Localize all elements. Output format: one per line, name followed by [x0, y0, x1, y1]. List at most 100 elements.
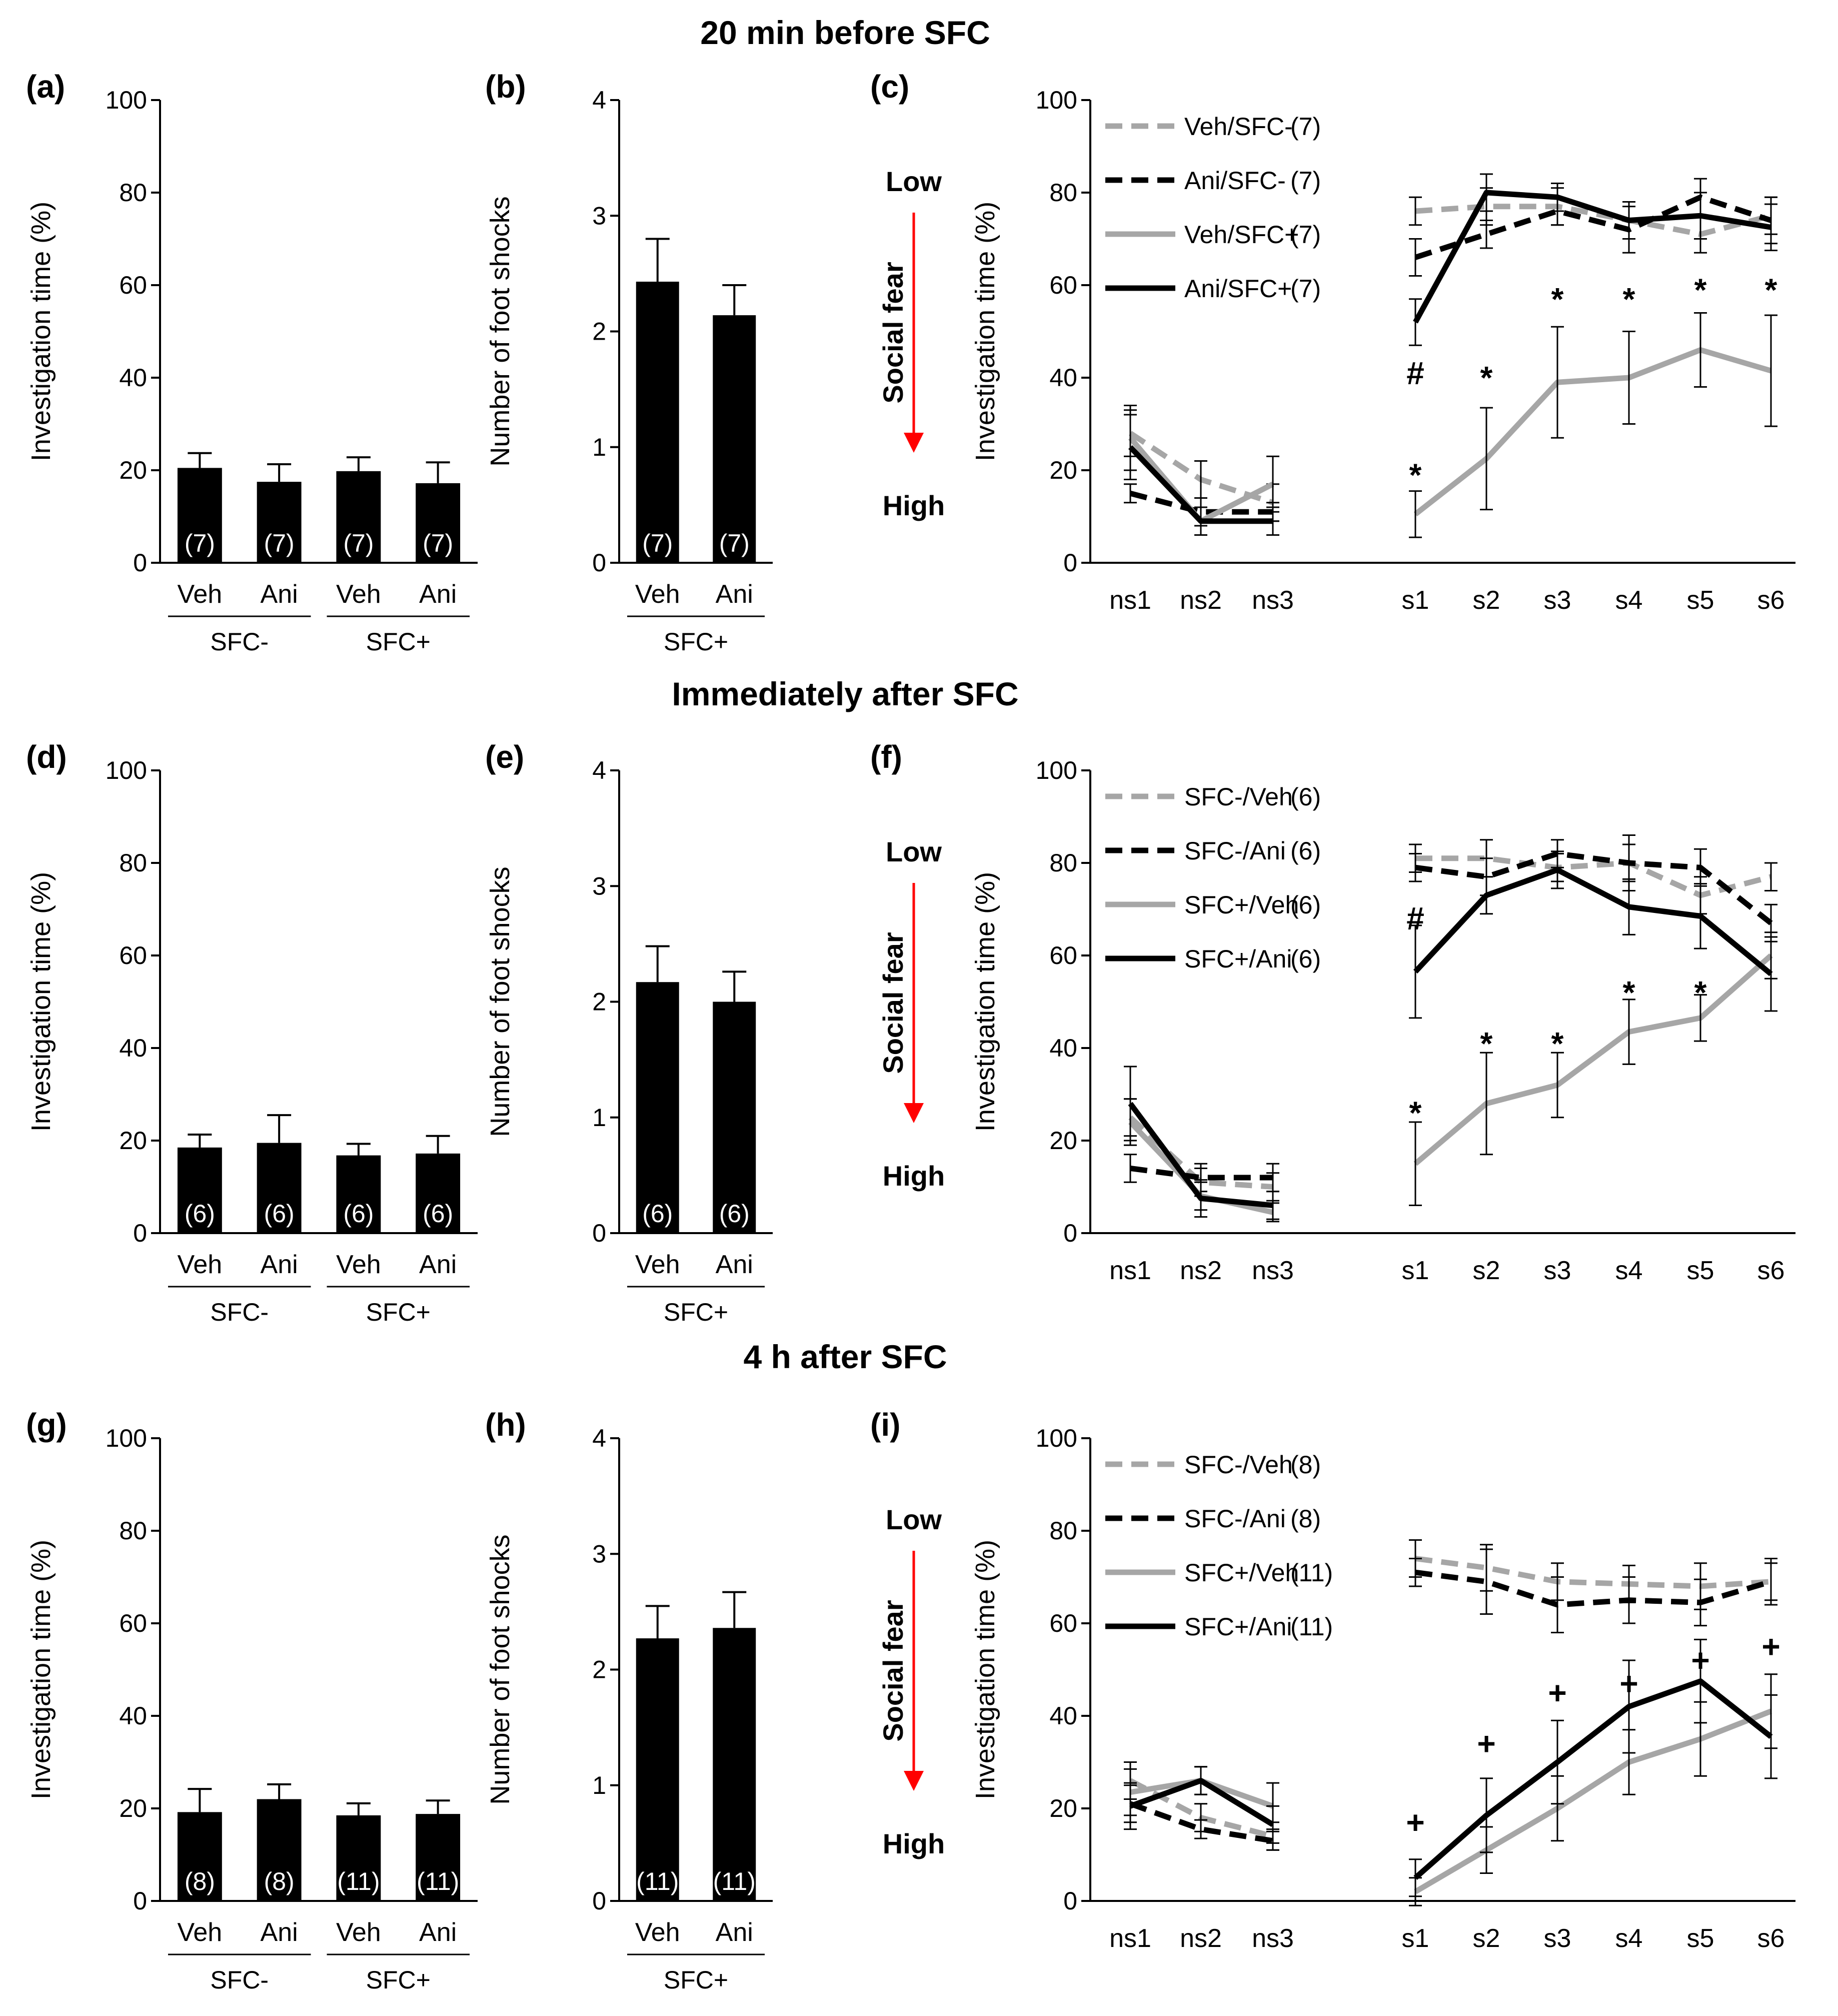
- g-category-label: Ani: [419, 1918, 457, 1947]
- e-ylabel: Number of foot shocks: [485, 866, 515, 1137]
- a-bar: [336, 471, 381, 563]
- i-ytick-label: 20: [1049, 1794, 1077, 1822]
- c-ytick-label: 0: [1063, 549, 1077, 577]
- a-ytick-label: 0: [133, 549, 147, 577]
- e-ytick-label: 3: [592, 872, 606, 900]
- i-series-line: [1414, 1708, 1772, 1894]
- e-n-label: (6): [642, 1200, 673, 1228]
- a-category-label: Ani: [261, 580, 298, 609]
- f-ytick-label: 100: [1036, 756, 1077, 784]
- c-x-tick-label: ns2: [1180, 586, 1222, 615]
- a-bar: [257, 482, 302, 563]
- h-n-label: (11): [713, 1867, 756, 1895]
- c-series-line: [1415, 204, 1772, 237]
- h-bar: [636, 1638, 679, 1901]
- i-legend-n: (8): [1290, 1451, 1321, 1479]
- i-ylabel: Investigation time (%): [970, 1540, 1000, 1799]
- f-ytick-label: 80: [1049, 849, 1077, 877]
- a-ytick-label: 60: [119, 271, 147, 299]
- c-legend-n: (7): [1290, 167, 1321, 195]
- f-series-line: [1413, 953, 1773, 1166]
- c-fear-title: Social fear: [877, 262, 909, 403]
- f-significance-mark: *: [1409, 1095, 1422, 1131]
- i-ytick-label: 100: [1036, 1424, 1077, 1452]
- i-legend-n: (8): [1290, 1505, 1321, 1533]
- e-ytick-label: 4: [592, 756, 606, 784]
- c-x-tick-label: s4: [1615, 586, 1643, 615]
- i-significance-mark: +: [1548, 1675, 1566, 1711]
- g-n-label: (11): [417, 1867, 459, 1895]
- c-x-tick-label: s1: [1402, 586, 1429, 615]
- a-ytick-label: 20: [119, 456, 147, 484]
- a-ytick-label: 80: [119, 179, 147, 207]
- panel-h: 0 1 2 3 4 Number of foot shocks (h) (11) Veh (11)…: [485, 1407, 773, 1994]
- e-category-label: Ani: [716, 1250, 753, 1279]
- g-n-label: (8): [185, 1867, 215, 1895]
- i-legend-n: (11): [1290, 1559, 1333, 1587]
- g-bar: [336, 1815, 381, 1901]
- g-n-label: (8): [264, 1867, 295, 1895]
- e-n-label: (6): [719, 1200, 750, 1228]
- c-series-line: [1129, 490, 1273, 515]
- a-category-label: Veh: [178, 580, 223, 609]
- i-x-tick-label: s4: [1615, 1924, 1643, 1953]
- i-legend-n: (11): [1290, 1613, 1333, 1641]
- panel-f: 0 20 40 60 80 100 Investigation time (%) (f) ns1…: [870, 739, 1795, 1285]
- d-category-label: Veh: [336, 1250, 381, 1279]
- d-bar: [336, 1155, 381, 1233]
- f-series-line: [1130, 1166, 1273, 1181]
- e-ytick-label: 0: [592, 1219, 606, 1247]
- c-x-tick-label: s6: [1757, 586, 1785, 615]
- f-x-tick-label: ns2: [1180, 1256, 1222, 1285]
- a-group-label: SFC+: [366, 628, 431, 656]
- f-significance-mark: *: [1694, 974, 1707, 1011]
- d-n-label: (6): [423, 1200, 453, 1228]
- panel-g: 0 20 40 60 80 100 Investigation time (%) (g) (8)…: [26, 1407, 478, 1994]
- f-x-tick-label: ns3: [1252, 1256, 1294, 1285]
- i-significance-mark: +: [1619, 1665, 1638, 1701]
- f-x-tick-label: s6: [1757, 1256, 1785, 1285]
- i-ytick-label: 60: [1049, 1609, 1077, 1637]
- f-fear-title: Social fear: [877, 932, 909, 1074]
- f-legend-label: SFC-/Veh: [1184, 783, 1293, 811]
- c-significance-mark: *: [1409, 457, 1422, 493]
- a-ytick-label: 40: [119, 364, 147, 392]
- d-category-label: Ani: [419, 1250, 457, 1279]
- c-x-tick-label: ns3: [1252, 586, 1294, 615]
- c-fear-high: High: [883, 490, 945, 521]
- f-ytick-label: 0: [1063, 1219, 1077, 1247]
- a-category-label: Veh: [336, 580, 381, 609]
- f-legend-n: (6): [1290, 891, 1321, 919]
- a-category-label: Ani: [419, 580, 457, 609]
- a-ylabel: Investigation time (%): [26, 202, 56, 461]
- g-category-label: Veh: [178, 1918, 223, 1947]
- h-ylabel: Number of foot shocks: [485, 1534, 515, 1804]
- h-group-label: SFC+: [664, 1966, 728, 1994]
- i-ytick-label: 40: [1049, 1702, 1077, 1730]
- f-legend-n: (6): [1290, 837, 1321, 865]
- e-panel-label: (e): [485, 739, 524, 775]
- i-fear-low: Low: [886, 1504, 942, 1535]
- e-ytick-label: 1: [592, 1104, 606, 1132]
- i-x-tick-label: s1: [1402, 1924, 1429, 1953]
- c-legend-label: Veh/SFC-: [1184, 113, 1293, 141]
- d-group-label: SFC+: [366, 1298, 431, 1326]
- a-n-label: (7): [185, 529, 215, 557]
- a-bar: [177, 468, 222, 563]
- a-bar: [416, 483, 461, 563]
- a-n-label: (7): [264, 529, 295, 557]
- d-ytick-label: 60: [119, 941, 147, 969]
- e-ytick-label: 2: [592, 988, 606, 1016]
- i-series-line: [1413, 1678, 1773, 1880]
- c-ytick-label: 100: [1036, 86, 1077, 114]
- a-group-label: SFC-: [210, 628, 269, 656]
- h-ytick-label: 0: [592, 1887, 606, 1915]
- b-bar: [636, 282, 679, 563]
- f-legend-label: SFC+/Veh: [1184, 891, 1299, 919]
- f-legend-label: SFC+/Ani: [1184, 945, 1292, 973]
- i-x-tick-label: ns2: [1180, 1924, 1222, 1953]
- panel-b: 0 1 2 3 4 Number of foot shocks (b) (7) Veh (7) An…: [485, 69, 773, 656]
- c-significance-mark: #: [1406, 355, 1424, 391]
